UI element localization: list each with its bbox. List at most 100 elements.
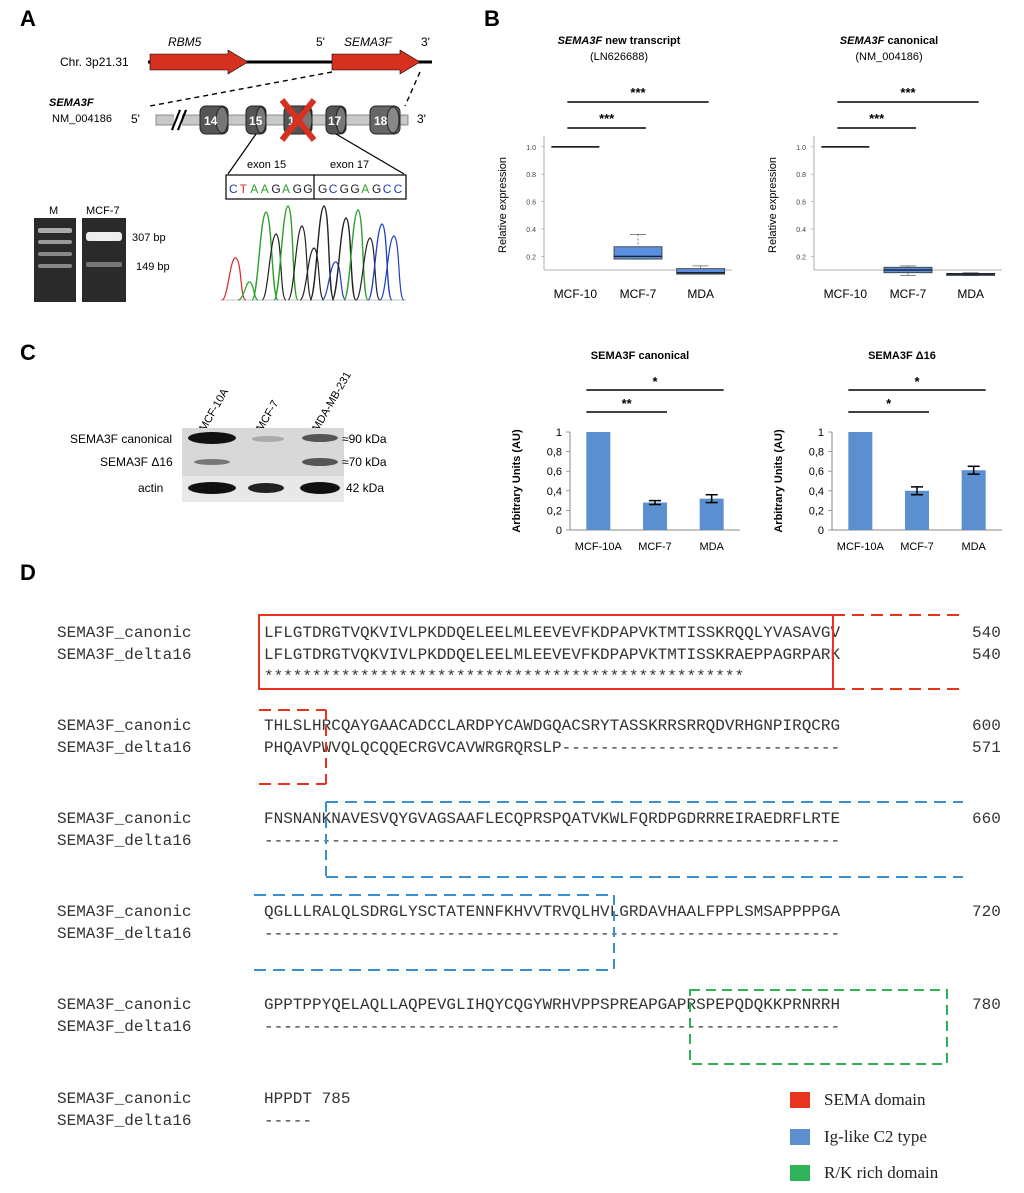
junction-sequence-box [225,174,407,200]
transcript-gene-label: SEMA3F [49,97,94,109]
alignment-name-delta16: SEMA3F_delta16 [57,1018,192,1036]
x-tick-label: MCF-7 [890,287,927,301]
base-left: T [240,182,248,196]
alignment-num-delta16: 571 [972,739,1001,757]
x-tick-label: MCF-7 [638,541,672,553]
blot-size-42: 42 kDa [346,481,384,495]
panel-letter-b: B [484,6,500,31]
base-right: A [361,182,369,196]
y-axis-label: Relative expression [767,157,779,253]
x-tick-label: MCF-10 [554,287,598,301]
alignment-seq-delta16: PHQAVPWVQLQCQQECRGVCAVWRGRQRSLP---------… [264,739,841,757]
y-tick-label: 0 [556,525,562,537]
chart-title-rest: canonical [884,35,938,47]
blot-row-canonical: SEMA3F canonical [70,432,172,446]
chart-title-italic: SEMA3F [840,35,885,47]
alignment-name-canonic: SEMA3F_canonic [57,810,192,828]
x-tick-label: MCF-7 [620,287,657,301]
alignment-num-canonic: 720 [972,903,1001,921]
alignment-seq-canonic: LFLGTDRGTVQKVIVLPKDDQELEELMLEEVEVFKDPAPV… [264,624,841,642]
bar [961,470,986,530]
chart-subtitle: (NM_004186) [855,51,922,63]
alignment-seq-delta16: ----------------------------------------… [264,925,841,943]
sema3f-gene-arrow [331,49,421,75]
x-tick-label: MCF-7 [900,541,934,553]
significance-label: *** [900,85,916,100]
legend-label: SEMA domain [824,1090,926,1109]
junction-line-right [335,133,405,175]
alignment-seq-canonic: QGLLLRALQLSDRGLYSCTATENNFKHVVTRVQLHVLGRD… [264,903,841,921]
bar [586,432,611,530]
chart-title-rest: new transcript [602,35,681,47]
alignment-name-canonic: SEMA3F_canonic [57,903,192,921]
x-tick-label: MDA [957,287,984,301]
base-left: G [293,182,302,196]
y-tick-label: 0 [818,525,824,537]
x-tick-label: MDA [961,541,986,553]
x-tick-label: MCF-10 [824,287,868,301]
chart-title: SEMA3F Δ16 [868,350,936,362]
sema-domain-solid-box [258,614,834,690]
alignment-num-delta16: 540 [972,646,1001,664]
alignment-name-delta16: SEMA3F_delta16 [57,832,192,850]
transcript-accession: NM_004186 [52,113,112,125]
alignment-name-delta16: SEMA3F_delta16 [57,925,192,943]
y-tick-label: 1.0 [796,145,806,152]
alignment-name-canonic: SEMA3F_canonic [57,717,192,735]
y-tick-label: 0,8 [809,447,824,459]
y-tick-label: 1 [556,427,562,439]
rk-domain-dashed-box [689,989,948,1065]
blot-size-90: ≈90 kDa [342,432,387,446]
base-right: C [383,182,392,196]
chart-title: SEMA3F new transcript [558,35,681,47]
y-tick-label: 0,4 [547,486,562,498]
exon-18: 18 [369,105,401,135]
base-right: G [318,182,327,196]
base-left: G [303,182,312,196]
significance-label: *** [869,111,885,126]
chromatogram [220,205,406,301]
base-right: C [329,182,338,196]
bar [848,432,873,530]
alignment-seq-delta16: LFLGTDRGTVQKVIVLPKDDQELEELMLEEVEVFKDPAPV… [264,646,841,664]
rbm5-gene-arrow [149,49,249,75]
bar [905,490,929,530]
box-body [676,268,726,275]
exon-17: 17 [325,105,347,135]
exon-14: 14 [199,105,229,135]
significance-label: ** [622,396,633,411]
svg-text:15: 15 [249,114,263,128]
base-right: G [372,182,381,196]
legend-item: R/K rich domain [790,1163,938,1183]
band-label-149: 149 bp [136,261,170,273]
x-tick-label: MCF-10A [575,541,623,553]
exon-15: 15 [245,105,267,135]
junction-label-left: exon 15 [247,159,286,171]
blot-lane-1: MCF-10A [197,386,231,433]
domain-boxes [254,614,963,1065]
alignment-seq-delta16: ----------------------------------------… [264,1018,841,1036]
base-left: A [282,182,290,196]
band-307 [86,232,122,241]
chromosome-label: Chr. 3p21.31 [60,55,129,69]
significance-label: *** [630,85,646,100]
alignment-seq-delta16: ----------------------------------------… [264,832,841,850]
svg-text:14: 14 [204,114,218,128]
zoom-line-left [149,71,333,107]
alignment-conservation: ****************************************… [264,668,745,686]
zoom-line-right [404,71,421,107]
box-chart-canonical: SEMA3F canonical (NM_004186) Relative expr… [767,35,1002,301]
significance-label: * [886,396,892,411]
y-tick-label: 1.0 [526,145,536,152]
five-prime-exon: 5' [131,112,140,126]
alignment-num-canonic: 780 [972,996,1001,1014]
legend-label: Ig-like C2 type [824,1127,927,1146]
base-left: A [250,182,258,196]
base-left: A [261,182,269,196]
y-tick-label: 0,2 [809,505,824,517]
significance-label: * [914,374,920,389]
y-tick-label: 0.2 [796,254,806,261]
base-right: C [394,182,403,196]
